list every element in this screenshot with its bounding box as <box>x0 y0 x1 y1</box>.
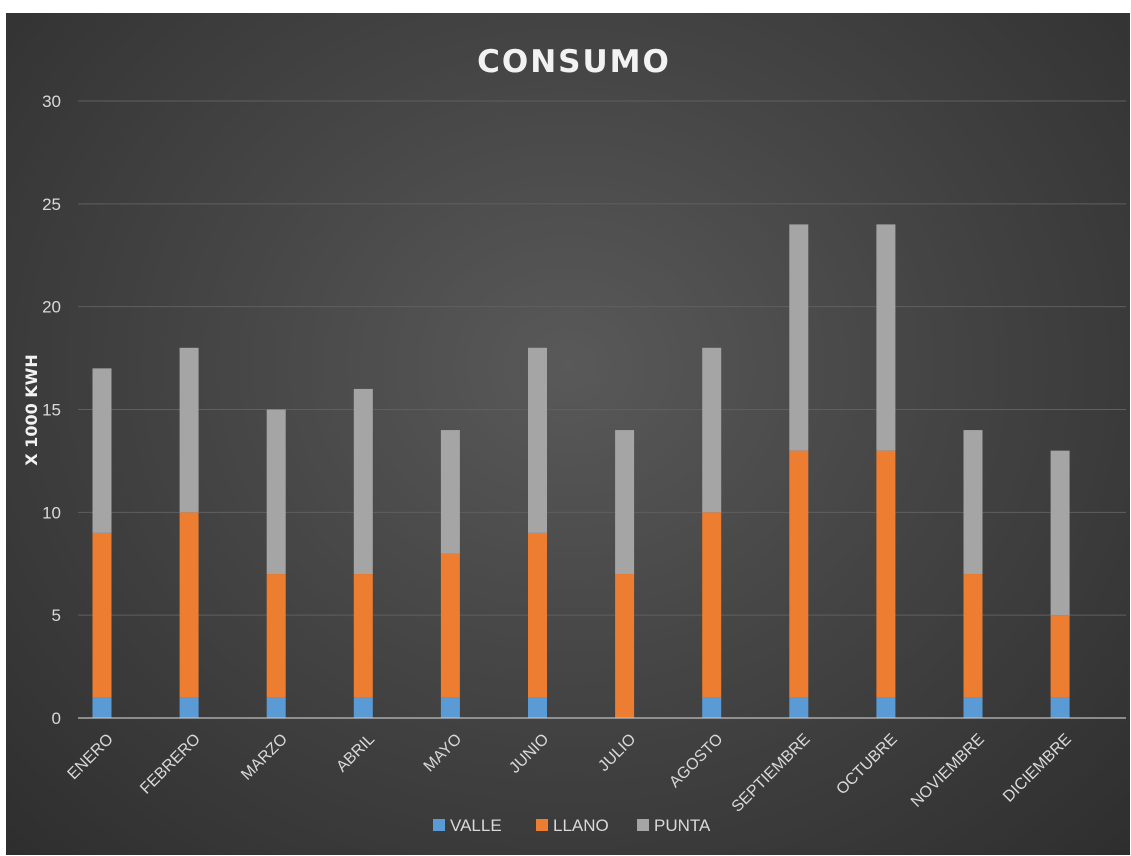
legend-swatch <box>637 819 649 831</box>
bar-valle <box>963 697 983 718</box>
bar-llano <box>1050 615 1070 698</box>
legend-swatch <box>536 819 548 831</box>
x-tick-label: ENERO <box>65 731 117 783</box>
legend-label: LLANO <box>553 816 609 835</box>
bar-punta <box>702 347 722 513</box>
legend-label: VALLE <box>450 816 502 835</box>
chart-title: CONSUMO <box>477 44 671 80</box>
y-tick-label: 20 <box>42 298 61 317</box>
x-axis-ticks: ENERO FEBRERO MARZO ABRIL MAYO JUNIO JULIO AGOS… <box>65 731 1075 816</box>
bar-punta <box>615 430 635 575</box>
bar-punta <box>440 430 460 554</box>
bar-llano <box>528 532 547 698</box>
bar-valle <box>876 697 896 718</box>
x-tick-label: DICIEMBRE <box>1000 731 1075 806</box>
legend-swatch <box>433 819 445 831</box>
y-tick-label: 0 <box>52 709 61 728</box>
bar-punta <box>266 409 286 575</box>
bar-valle <box>266 697 286 718</box>
bar-llano <box>963 574 983 698</box>
x-tick-label: FEBRERO <box>137 731 204 798</box>
bar-valle <box>789 697 809 718</box>
bar-punta <box>179 347 199 513</box>
bars <box>92 224 1070 718</box>
y-tick-label: 30 <box>42 92 61 111</box>
y-tick-label: 5 <box>52 606 61 625</box>
bar-valle <box>528 697 547 718</box>
x-tick-label: MARZO <box>238 731 291 784</box>
x-tick-label: NOVIEMBRE <box>908 731 988 811</box>
legend-label: PUNTA <box>654 816 711 835</box>
bar-llano <box>266 574 286 698</box>
bar-punta <box>1050 450 1070 616</box>
x-tick-label: JUNIO <box>506 731 552 777</box>
bar-valle <box>179 697 199 718</box>
bar-llano <box>702 512 722 698</box>
bar-llano <box>789 450 809 698</box>
bar-valle <box>702 697 722 718</box>
bar-valle <box>440 697 460 718</box>
bar-llano <box>92 532 112 698</box>
gridlines <box>78 100 1126 616</box>
bar-punta <box>789 224 809 451</box>
bar-punta <box>876 224 896 451</box>
bar-punta <box>92 368 112 533</box>
x-tick-label: ABRIL <box>333 731 378 776</box>
bar-valle <box>1050 697 1070 718</box>
y-tick-label: 10 <box>42 503 61 522</box>
legend: VALLE LLANO PUNTA <box>433 816 711 835</box>
y-axis-ticks: 0 5 10 15 20 25 30 <box>42 92 61 728</box>
x-tick-label: OCTUBRE <box>833 731 900 798</box>
bar-llano <box>353 574 373 698</box>
bar-punta <box>528 347 547 533</box>
bar-llano <box>440 553 460 698</box>
y-axis-label: X 1000 KWH <box>22 354 41 465</box>
x-tick-label: AGOSTO <box>666 731 726 791</box>
y-tick-label: 15 <box>42 401 61 420</box>
x-tick-label: MAYO <box>421 731 466 776</box>
x-tick-label: JULIO <box>595 731 639 775</box>
bar-llano <box>876 450 896 698</box>
y-tick-label: 25 <box>42 195 61 214</box>
bar-llano <box>615 574 635 718</box>
bar-punta <box>353 388 373 575</box>
x-tick-label: SEPTIEMBRE <box>729 731 814 816</box>
bar-valle <box>353 697 373 718</box>
bar-llano <box>179 512 199 698</box>
bar-valle <box>92 697 112 718</box>
bar-punta <box>963 430 983 575</box>
